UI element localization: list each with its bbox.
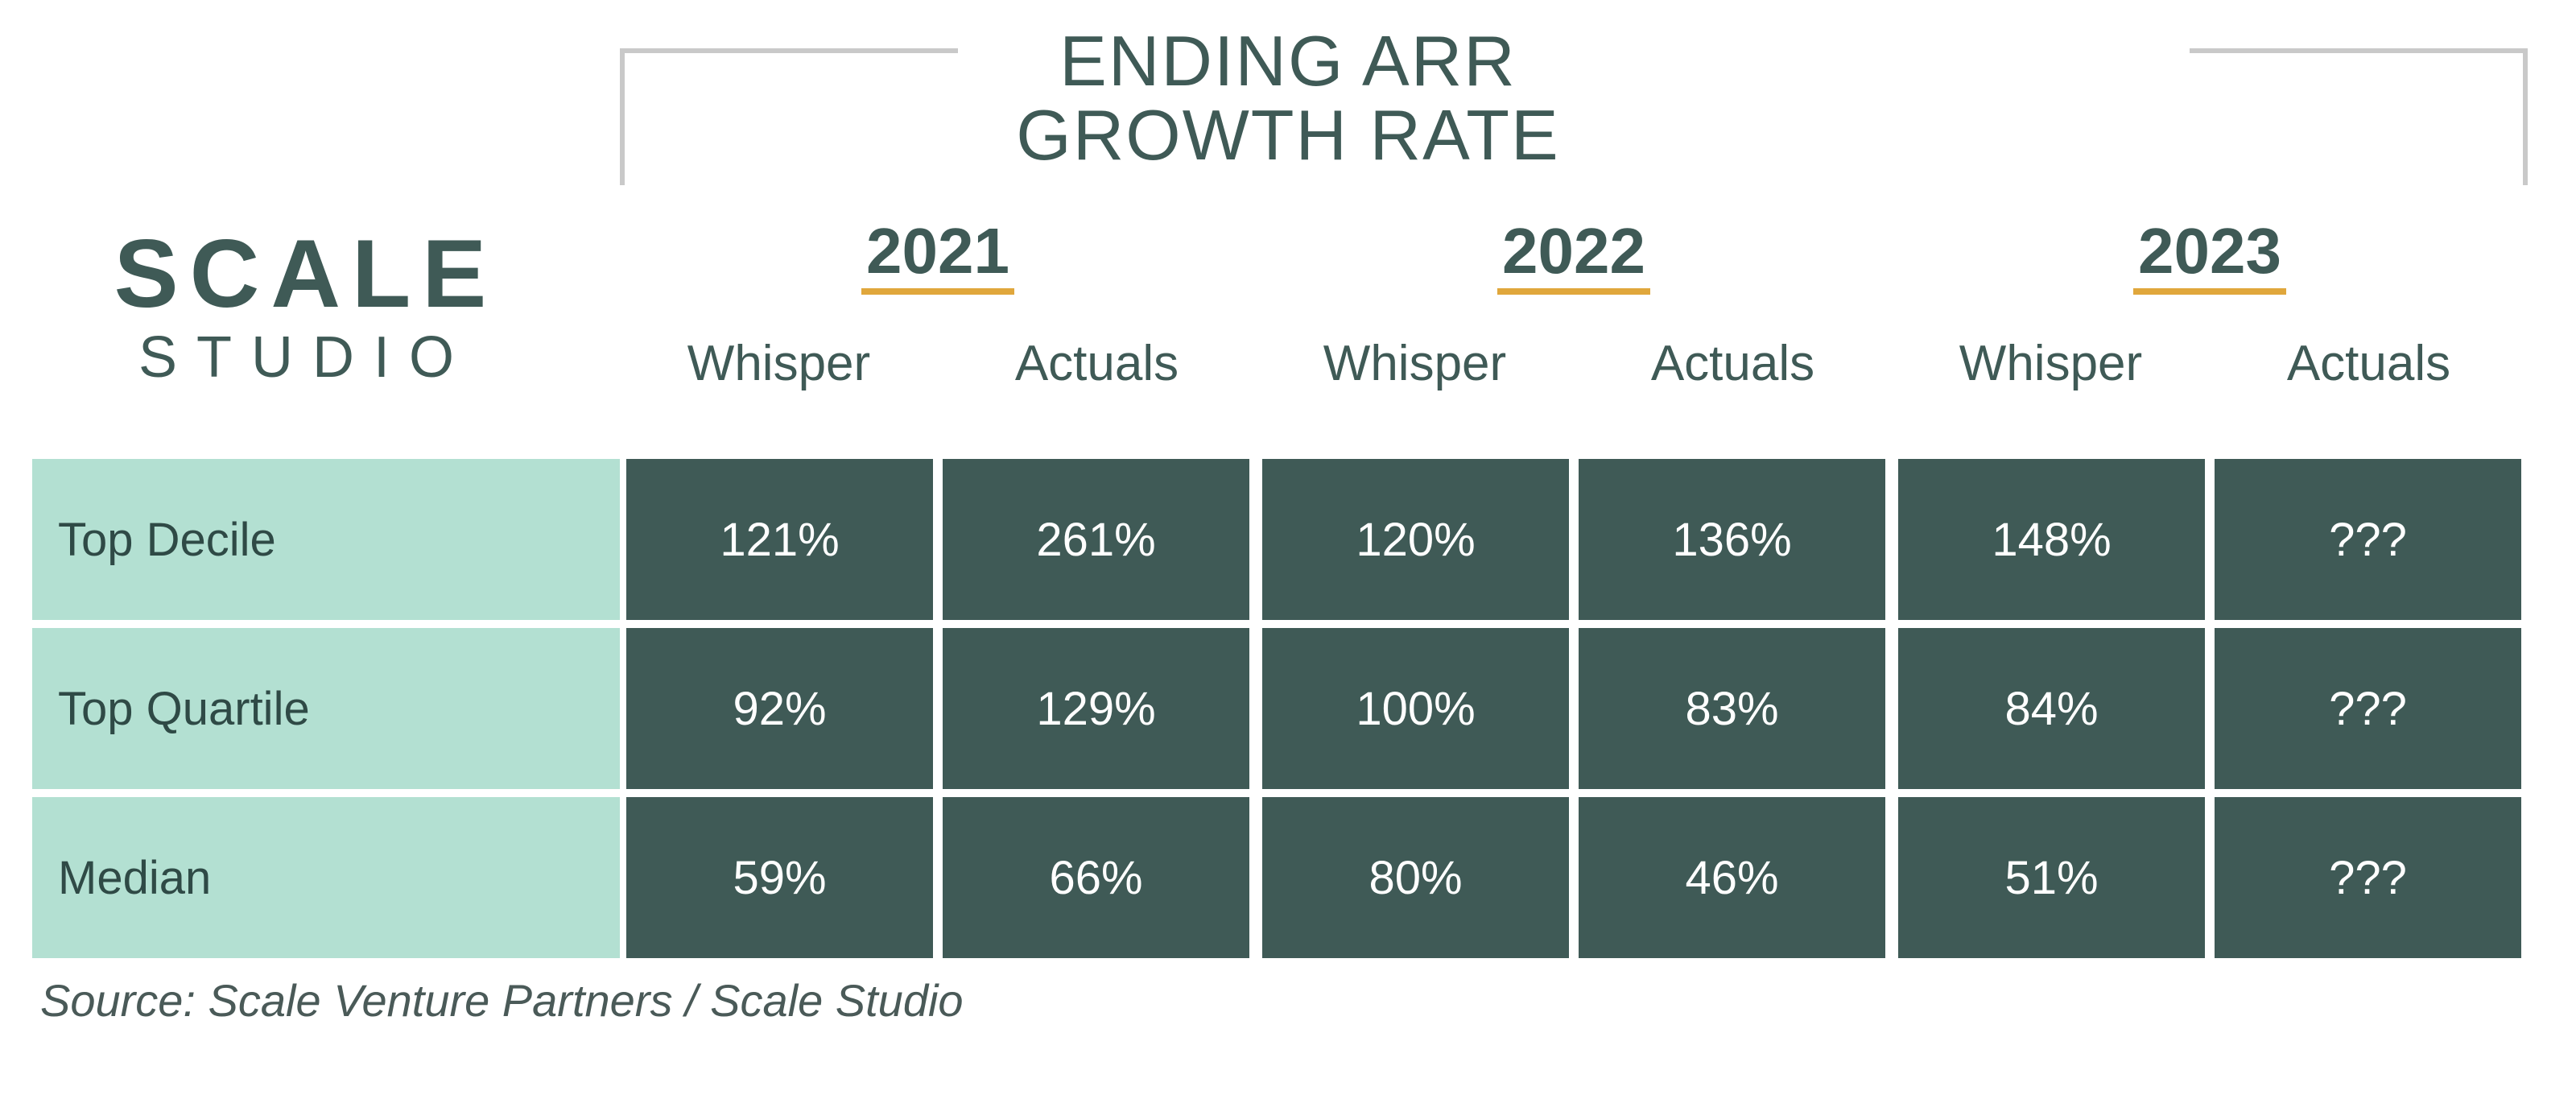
year-2021-subheaders: Whisper Actuals	[620, 335, 1256, 392]
col-2022-actuals: Actuals	[1574, 335, 1892, 392]
col-2021-actuals: Actuals	[938, 335, 1256, 392]
year-2022-label: 2022	[1497, 217, 1650, 295]
year-2023-group: 2023 Whisper Actuals	[1892, 217, 2528, 392]
col-2023-whisper: Whisper	[1892, 335, 2210, 392]
title-line-1: ENDING ARR	[1016, 24, 1559, 98]
row-0-cells: 121% 261% 120% 136% 148% ???	[620, 459, 2528, 620]
row-0-year-2023: 148% ???	[1892, 459, 2528, 620]
year-2022-subheaders: Whisper Actuals	[1256, 335, 1892, 392]
column-headers: 2021 Whisper Actuals 2022 Whisper Actual…	[620, 217, 2528, 392]
cell: 51%	[1898, 797, 2205, 958]
infographic-root: ENDING ARR GROWTH RATE SCALE STUDIO 2021…	[0, 0, 2576, 1095]
source-attribution: Source: Scale Venture Partners / Scale S…	[40, 974, 964, 1027]
row-2-year-2021: 59% 66%	[620, 797, 1256, 958]
row-label-top-quartile: Top Quartile	[32, 628, 620, 789]
cell: 92%	[626, 628, 933, 789]
cell: 46%	[1579, 797, 1885, 958]
row-1-year-2021: 92% 129%	[620, 628, 1256, 789]
cell: 136%	[1579, 459, 1885, 620]
cell: ???	[2215, 797, 2521, 958]
cell: 66%	[943, 797, 1249, 958]
title-bracket-right	[2190, 48, 2528, 185]
col-2023-actuals: Actuals	[2210, 335, 2528, 392]
cell: 84%	[1898, 628, 2205, 789]
cell: 83%	[1579, 628, 1885, 789]
title-bracket-left	[620, 48, 958, 185]
row-1-year-2022: 100% 83%	[1256, 628, 1892, 789]
year-2023-subheaders: Whisper Actuals	[1892, 335, 2528, 392]
row-label-median: Median	[32, 797, 620, 958]
row-label-top-decile: Top Decile	[32, 459, 620, 620]
table-row: Top Decile 121% 261% 120% 136% 148% ???	[32, 459, 2528, 620]
cell: 121%	[626, 459, 933, 620]
row-0-year-2021: 121% 261%	[620, 459, 1256, 620]
year-2022-group: 2022 Whisper Actuals	[1256, 217, 1892, 392]
col-2021-whisper: Whisper	[620, 335, 938, 392]
logo-line-1: SCALE	[80, 225, 531, 322]
row-2-year-2023: 51% ???	[1892, 797, 2528, 958]
cell: 129%	[943, 628, 1249, 789]
cell: ???	[2215, 628, 2521, 789]
data-table: Top Decile 121% 261% 120% 136% 148% ??? …	[32, 459, 2528, 966]
row-1-year-2023: 84% ???	[1892, 628, 2528, 789]
row-1-cells: 92% 129% 100% 83% 84% ???	[620, 628, 2528, 789]
brand-logo: SCALE STUDIO	[80, 225, 531, 386]
row-2-year-2022: 80% 46%	[1256, 797, 1892, 958]
logo-line-2: STUDIO	[80, 328, 531, 386]
row-0-year-2022: 120% 136%	[1256, 459, 1892, 620]
cell: 59%	[626, 797, 933, 958]
year-2023-label: 2023	[2133, 217, 2286, 295]
year-2021-group: 2021 Whisper Actuals	[620, 217, 1256, 392]
year-2021-label: 2021	[861, 217, 1014, 295]
title-line-2: GROWTH RATE	[1016, 98, 1559, 172]
cell: 261%	[943, 459, 1249, 620]
table-row: Median 59% 66% 80% 46% 51% ???	[32, 797, 2528, 958]
row-2-cells: 59% 66% 80% 46% 51% ???	[620, 797, 2528, 958]
cell: ???	[2215, 459, 2521, 620]
cell: 80%	[1262, 797, 1569, 958]
col-2022-whisper: Whisper	[1256, 335, 1574, 392]
cell: 120%	[1262, 459, 1569, 620]
chart-title: ENDING ARR GROWTH RATE	[1016, 24, 1559, 173]
cell: 148%	[1898, 459, 2205, 620]
cell: 100%	[1262, 628, 1569, 789]
table-row: Top Quartile 92% 129% 100% 83% 84% ???	[32, 628, 2528, 789]
